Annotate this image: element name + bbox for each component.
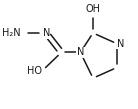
Text: N: N xyxy=(117,39,124,49)
Text: N: N xyxy=(43,28,50,38)
Text: H₂N: H₂N xyxy=(2,28,21,38)
Text: HO: HO xyxy=(27,66,42,76)
Text: OH: OH xyxy=(86,4,100,14)
Text: N: N xyxy=(77,47,84,57)
